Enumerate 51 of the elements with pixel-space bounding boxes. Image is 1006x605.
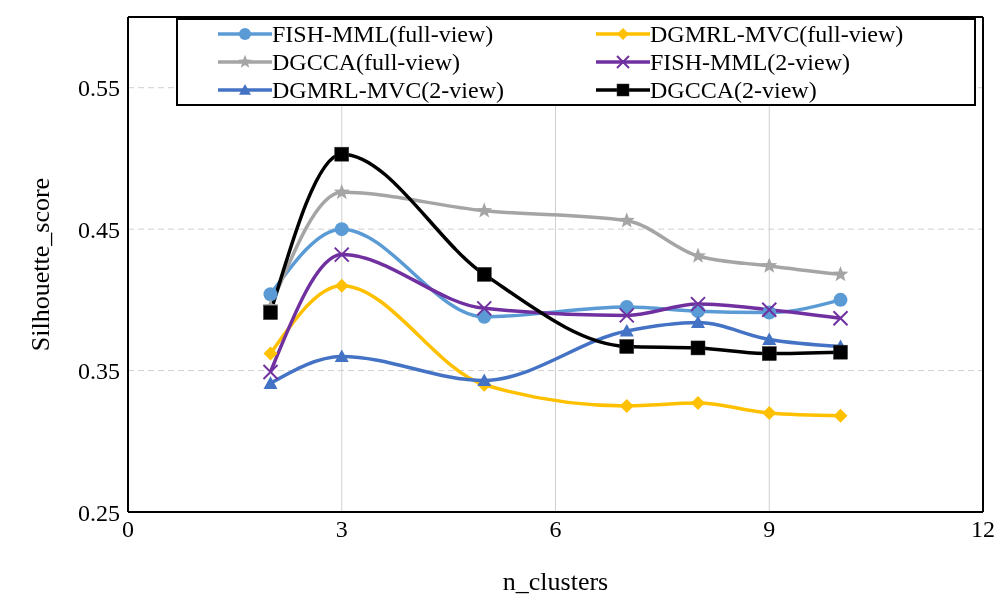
point	[832, 266, 849, 282]
point	[619, 323, 634, 337]
point	[832, 310, 849, 327]
point	[476, 202, 493, 218]
point	[619, 339, 634, 354]
x-tick-label: 12	[971, 516, 995, 543]
point	[618, 212, 635, 228]
point	[690, 340, 706, 356]
y-tick-label: 0.45	[78, 216, 120, 243]
point	[477, 267, 492, 282]
point	[691, 315, 705, 329]
x-tick-label: 3	[335, 516, 348, 543]
point	[762, 332, 777, 346]
point	[833, 408, 848, 423]
legend-label: DGMRL-MVC(2-view)	[272, 76, 504, 104]
point	[333, 246, 350, 263]
legend-label: DGCCA(2-view)	[650, 76, 817, 104]
y-tick-label: 0.25	[78, 499, 120, 526]
point	[762, 346, 777, 361]
y-tick-label: 0.35	[78, 358, 120, 385]
point	[691, 396, 705, 411]
legend-label: DGMRL-MVC(full-view)	[650, 20, 904, 48]
point	[761, 301, 778, 318]
point	[833, 344, 848, 360]
y-tick-label: 0.55	[78, 75, 120, 102]
legend-label: FISH-MML(2-view)	[650, 48, 850, 76]
point	[263, 346, 278, 361]
x-tick-label: 9	[763, 516, 776, 543]
legend-label: FISH-MML(full-view)	[272, 20, 494, 48]
y-axis-title: Silhouette_score	[26, 177, 56, 352]
point	[618, 307, 635, 324]
point	[333, 183, 350, 200]
point	[262, 363, 279, 380]
point	[833, 292, 848, 307]
point	[263, 305, 278, 320]
x-tick-label: 0	[122, 516, 134, 543]
point	[761, 257, 778, 273]
point	[334, 222, 349, 237]
point	[690, 296, 706, 313]
point	[619, 398, 634, 413]
point	[334, 349, 349, 363]
x-axis-title: n_clusters	[502, 567, 609, 596]
point	[477, 373, 492, 387]
point	[334, 278, 349, 293]
point	[334, 146, 349, 162]
legend-label: DGCCA(full-view)	[272, 48, 460, 76]
point	[476, 300, 493, 317]
x-tick-label: 6	[549, 516, 562, 543]
point	[263, 376, 278, 389]
point	[762, 406, 777, 420]
point	[263, 287, 278, 302]
